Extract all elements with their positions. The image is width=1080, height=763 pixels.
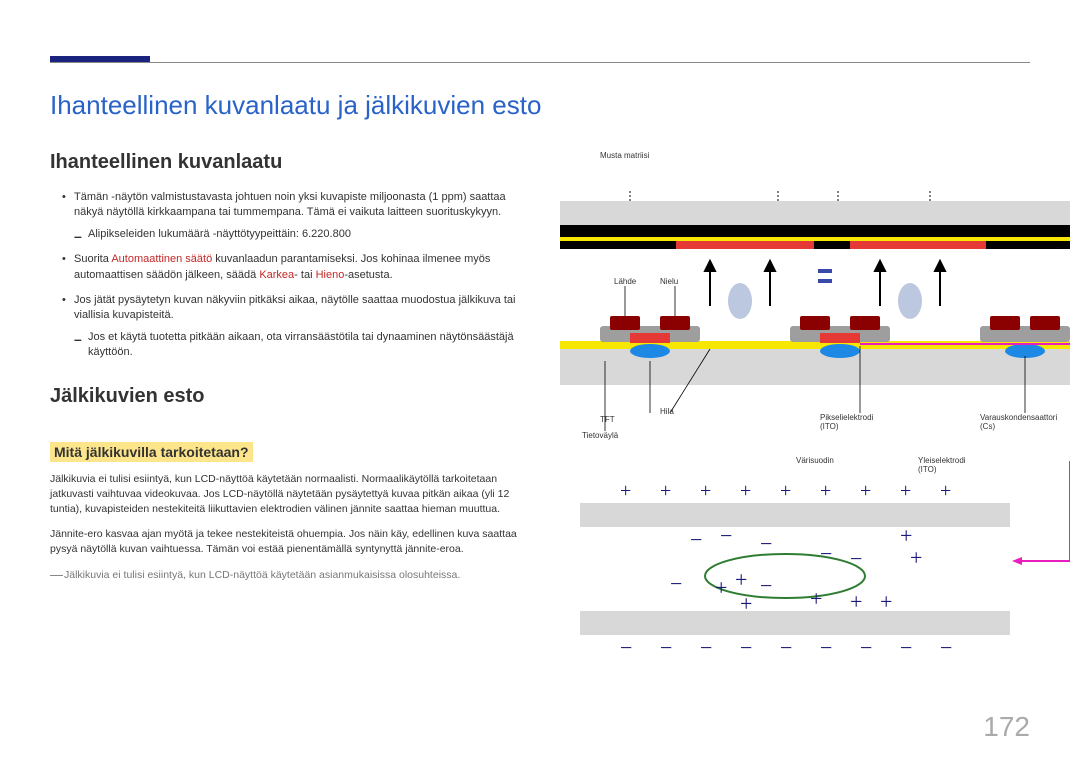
svg-text:+: + xyxy=(860,480,871,502)
svg-text:+: + xyxy=(740,591,752,616)
svg-text:−: − xyxy=(670,571,682,596)
bullet-item: Suorita Automaattinen säätö kuvanlaadun … xyxy=(50,252,520,283)
paragraph: Jännite-ero kasvaa ajan myötä ja tekee n… xyxy=(50,527,520,557)
sub-item: Jos et käytä tuotetta pitkään aikaan, ot… xyxy=(74,330,520,361)
voltage-diagram: +++ +++ +++ −−− + −−+ − ++− +++ + xyxy=(560,461,1070,661)
svg-text:−: − xyxy=(760,531,772,556)
label-pikselielektrodi: Pikselielektrodi(ITO) xyxy=(820,413,873,431)
page-content: Ihanteellinen kuvanlaatu ja jälkikuvien … xyxy=(0,0,1080,681)
red-term: Karkea xyxy=(259,269,294,281)
sub-list: Jos et käytä tuotetta pitkään aikaan, ot… xyxy=(74,330,520,361)
sub-list: Alipikseleiden lukumäärä -näyttötyypeitt… xyxy=(74,227,520,242)
svg-text:−: − xyxy=(780,635,792,660)
svg-text:−: − xyxy=(700,635,712,660)
svg-text:−: − xyxy=(850,546,862,571)
voltage-svg: +++ +++ +++ −−− + −−+ − ++− +++ + xyxy=(560,461,1070,661)
sub-item: Alipikseleiden lukumäärä -näyttötyypeitt… xyxy=(74,227,520,242)
label-nielu: Nielu xyxy=(660,277,678,286)
svg-text:+: + xyxy=(850,589,862,614)
svg-text:+: + xyxy=(660,480,671,502)
left-column: Ihanteellinen kuvanlaatu Tämän -näytön v… xyxy=(50,151,520,661)
label-hila: Hila xyxy=(660,407,674,416)
section2-subheading: Mitä jälkikuvilla tarkoitetaan? xyxy=(50,442,253,462)
section1-list: Tämän -näytön valmistustavasta johtuen n… xyxy=(50,190,520,361)
section1-heading: Ihanteellinen kuvanlaatu xyxy=(50,151,520,174)
svg-text:−: − xyxy=(940,635,952,660)
svg-text:+: + xyxy=(810,586,822,611)
bullet-item: Jos jätät pysäytetyn kuvan näkyviin pitk… xyxy=(50,293,520,361)
bullet-item: Tämän -näytön valmistustavasta johtuen n… xyxy=(50,190,520,242)
svg-text:−: − xyxy=(860,635,872,660)
svg-text:+: + xyxy=(900,480,911,502)
note: Jälkikuvia ei tulisi esiintyä, kun LCD-n… xyxy=(50,568,520,583)
svg-text:+: + xyxy=(700,480,711,502)
red-term: Hieno xyxy=(316,269,345,281)
label-tft: TFT xyxy=(600,415,615,424)
svg-text:+: + xyxy=(820,480,831,502)
svg-text:+: + xyxy=(910,545,922,570)
svg-text:−: − xyxy=(820,541,832,566)
label-tietovayla: Tietoväylä xyxy=(582,431,618,440)
two-column-layout: Ihanteellinen kuvanlaatu Tämän -näytön v… xyxy=(50,151,1030,661)
svg-text:+: + xyxy=(735,567,747,592)
main-title: Ihanteellinen kuvanlaatu ja jälkikuvien … xyxy=(50,90,1030,121)
bullet-text: Tämän -näytön valmistustavasta johtuen n… xyxy=(74,191,506,218)
svg-text:+: + xyxy=(880,589,892,614)
bullet-text-mid2: - tai xyxy=(294,269,315,281)
right-column: Musta matriisi Yleiselektrodi(ITO) Väris… xyxy=(560,151,1070,661)
svg-text:−: − xyxy=(720,523,732,548)
bullet-text-pre: Suorita xyxy=(74,253,111,265)
svg-text:−: − xyxy=(820,635,832,660)
cross-section-diagram: Musta matriisi Yleiselektrodi(ITO) Väris… xyxy=(560,151,1070,451)
svg-text:−: − xyxy=(740,635,752,660)
diagram-svg xyxy=(560,151,1070,451)
header-rule xyxy=(50,62,1030,63)
svg-text:−: − xyxy=(660,635,672,660)
svg-text:+: + xyxy=(715,575,727,600)
svg-text:+: + xyxy=(740,480,751,502)
svg-text:−: − xyxy=(620,635,632,660)
section2-heading: Jälkikuvien esto xyxy=(50,385,520,408)
svg-text:−: − xyxy=(760,573,772,598)
bullet-text-end: -asetusta. xyxy=(344,269,392,281)
page-number: 172 xyxy=(983,711,1030,743)
bullet-text: Jos jätät pysäytetyn kuvan näkyviin pitk… xyxy=(74,294,515,321)
svg-text:+: + xyxy=(780,480,791,502)
label-varauskondensaattori: Varauskondensaattori(Cs) xyxy=(980,413,1057,431)
red-term: Automaattinen säätö xyxy=(111,253,212,265)
svg-text:−: − xyxy=(690,527,702,552)
paragraph: Jälkikuvia ei tulisi esiintyä, kun LCD-n… xyxy=(50,472,520,518)
label-lahde: Lähde xyxy=(614,277,636,286)
svg-text:−: − xyxy=(900,635,912,660)
svg-text:+: + xyxy=(940,480,951,502)
svg-text:+: + xyxy=(620,480,631,502)
label-musta-matriisi: Musta matriisi xyxy=(600,151,649,160)
